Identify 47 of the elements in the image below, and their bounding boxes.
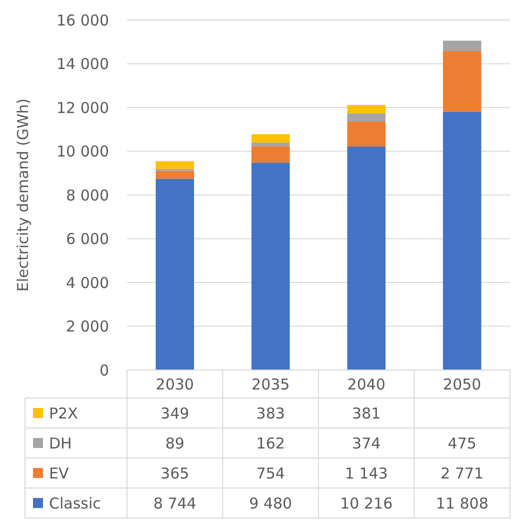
bar (442, 112, 482, 370)
legend-label: Classic (49, 494, 101, 512)
y-axis-title: Electricity demand (GWh) (14, 98, 32, 292)
bar (156, 161, 194, 169)
data-label: 365 (160, 464, 190, 482)
y-tick-label: 14 000 (56, 55, 109, 73)
bar (251, 134, 290, 143)
x-tick-label: 2050 (443, 375, 482, 394)
y-tick-label: 6 000 (66, 230, 109, 248)
data-label: 383 (256, 404, 285, 422)
data-label: 2 771 (440, 464, 484, 482)
data-label: 8 744 (153, 494, 196, 512)
bar (251, 146, 290, 163)
x-tick-label: 2035 (252, 375, 290, 394)
data-label: 374 (352, 434, 381, 452)
bar (251, 162, 290, 370)
legend-label: EV (49, 464, 70, 482)
bar (156, 170, 194, 179)
data-label: 1 143 (344, 464, 388, 482)
bar (251, 142, 290, 146)
data-label: 349 (160, 404, 190, 422)
bar (442, 40, 482, 52)
x-tick-label: 2040 (347, 375, 386, 394)
bar (347, 122, 386, 147)
y-tick-label: 16 000 (56, 11, 109, 30)
bar (156, 178, 194, 370)
data-label: 162 (256, 434, 285, 452)
y-tick-label: 12 000 (56, 98, 109, 117)
data-label: 89 (165, 434, 184, 452)
legend-label: P2X (49, 404, 78, 422)
legend-label: DH (49, 434, 72, 452)
data-label: 9 480 (249, 494, 292, 512)
bar (347, 146, 386, 370)
y-tick-label: 10 000 (56, 142, 109, 160)
y-tick-label: 2 000 (66, 318, 109, 336)
y-tick-label: 4 000 (66, 274, 109, 292)
bar (442, 51, 482, 112)
data-label: 381 (352, 404, 381, 422)
y-tick-label: 8 000 (66, 186, 109, 204)
data-label: 475 (448, 434, 476, 452)
bar (347, 105, 386, 114)
data-label: 754 (256, 464, 285, 482)
x-tick-label: 2030 (156, 375, 194, 394)
data-label: 10 216 (340, 494, 393, 512)
data-label: 11 808 (436, 494, 488, 512)
y-tick-label: 0 (99, 361, 109, 380)
bar (347, 113, 386, 122)
